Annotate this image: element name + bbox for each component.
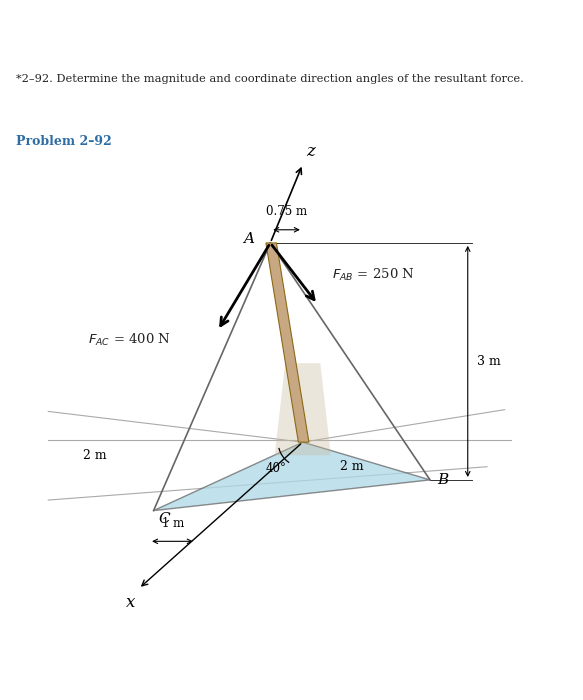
Text: C: C bbox=[158, 512, 170, 526]
Text: 2 m: 2 m bbox=[340, 460, 363, 473]
Text: $F_{AB}$ = 250 N: $F_{AB}$ = 250 N bbox=[332, 267, 415, 284]
Text: *2–92. Determine the magnitude and coordinate direction angles of the resultant : *2–92. Determine the magnitude and coord… bbox=[16, 74, 524, 83]
Text: 3 m: 3 m bbox=[476, 355, 500, 368]
Text: 2 m: 2 m bbox=[83, 449, 107, 462]
Text: $F_{AC}$ = 400 N: $F_{AC}$ = 400 N bbox=[88, 331, 171, 347]
Text: A: A bbox=[244, 232, 255, 246]
Polygon shape bbox=[266, 243, 309, 442]
Text: 1 m: 1 m bbox=[161, 517, 184, 530]
Text: 40°: 40° bbox=[266, 462, 287, 475]
Polygon shape bbox=[153, 442, 430, 510]
Polygon shape bbox=[275, 363, 331, 455]
Text: 0.75 m: 0.75 m bbox=[265, 205, 307, 218]
Text: z: z bbox=[306, 144, 315, 160]
Text: x: x bbox=[126, 594, 135, 611]
Text: B: B bbox=[437, 473, 448, 487]
Text: Problem 2–92: Problem 2–92 bbox=[16, 135, 111, 148]
